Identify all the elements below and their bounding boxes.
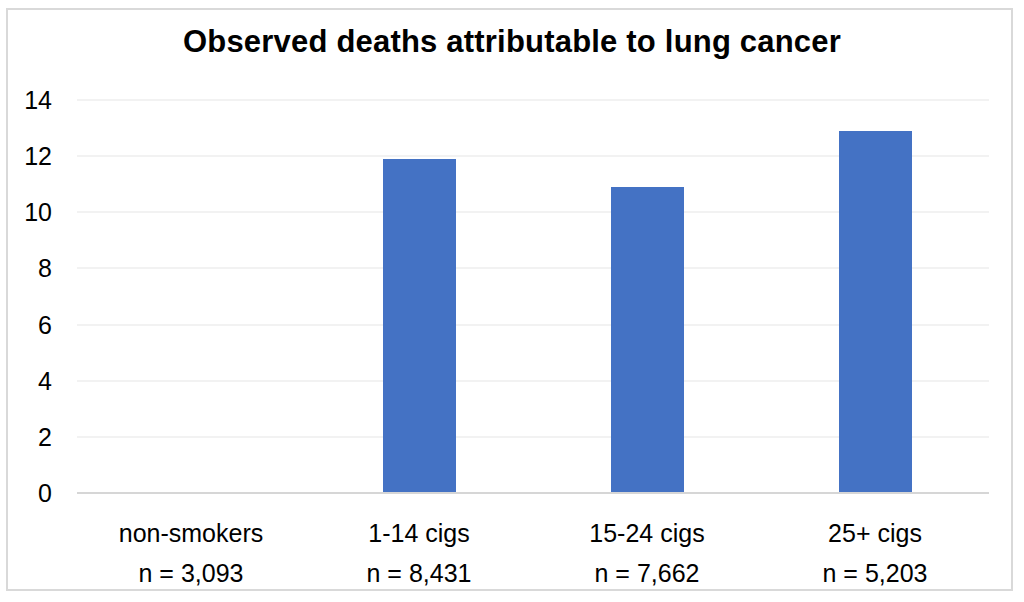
bar-15-24-cigs: [611, 187, 684, 493]
category-n-count: n = 8,431: [305, 553, 533, 593]
y-tick-label: 0: [0, 478, 52, 508]
category-label: non-smokersn = 3,093: [77, 513, 305, 593]
y-tick-label: 10: [0, 197, 52, 227]
bar-25-cigs: [839, 131, 912, 493]
category-n-count: n = 7,662: [533, 553, 761, 593]
category-n-count: n = 5,203: [761, 553, 989, 593]
y-tick-label: 8: [0, 253, 52, 283]
category-label: 25+ cigsn = 5,203: [761, 513, 989, 593]
y-tick-label: 6: [0, 310, 52, 340]
x-axis-line: [77, 492, 989, 494]
chart-title: Observed deaths attributable to lung can…: [0, 24, 1024, 60]
category-name: 25+ cigs: [761, 513, 989, 553]
category-name: 15-24 cigs: [533, 513, 761, 553]
y-tick-label: 12: [0, 141, 52, 171]
category-n-count: n = 3,093: [77, 553, 305, 593]
category-name: non-smokers: [77, 513, 305, 553]
category-name: 1-14 cigs: [305, 513, 533, 553]
category-label: 15-24 cigsn = 7,662: [533, 513, 761, 593]
y-tick-label: 2: [0, 422, 52, 452]
gridline-y14: [77, 99, 989, 101]
y-tick-label: 4: [0, 366, 52, 396]
plot-area: 02468101214 non-smokersn = 3,0931-14 cig…: [77, 100, 989, 493]
category-label: 1-14 cigsn = 8,431: [305, 513, 533, 593]
bar-1-14-cigs: [383, 159, 456, 493]
y-tick-label: 14: [0, 85, 52, 115]
